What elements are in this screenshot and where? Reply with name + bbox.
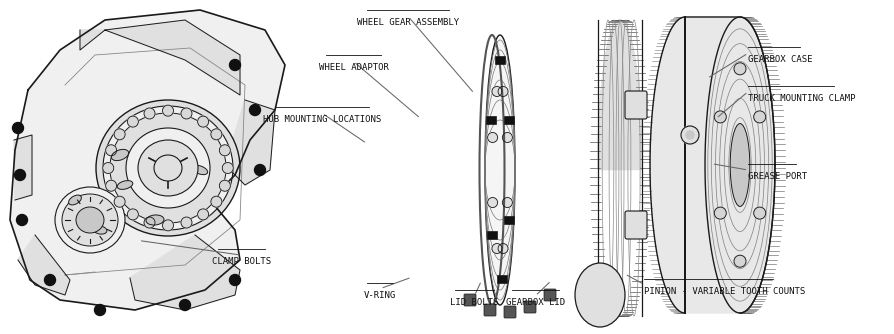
Text: PINION - VARIABLE TOOTH COUNTS: PINION - VARIABLE TOOTH COUNTS	[644, 287, 805, 296]
Circle shape	[685, 131, 693, 139]
FancyBboxPatch shape	[503, 306, 516, 318]
Circle shape	[492, 243, 502, 254]
Text: WHEEL ADAPTOR: WHEEL ADAPTOR	[318, 63, 388, 72]
Ellipse shape	[485, 35, 514, 305]
Circle shape	[219, 180, 230, 191]
Circle shape	[198, 116, 208, 127]
Circle shape	[114, 196, 125, 207]
FancyBboxPatch shape	[463, 294, 476, 306]
Ellipse shape	[574, 263, 624, 327]
Circle shape	[103, 163, 114, 173]
Ellipse shape	[110, 113, 226, 223]
Circle shape	[105, 180, 116, 191]
Ellipse shape	[93, 226, 106, 234]
Circle shape	[487, 197, 497, 207]
Circle shape	[198, 209, 208, 220]
Circle shape	[222, 163, 233, 173]
Text: GREASE PORT: GREASE PORT	[747, 172, 806, 181]
Bar	[486, 231, 496, 239]
Text: TRUCK MOUNTING CLAMP: TRUCK MOUNTING CLAMP	[747, 94, 855, 103]
Circle shape	[229, 59, 240, 70]
Polygon shape	[597, 20, 641, 170]
Text: GEARBOX CASE: GEARBOX CASE	[747, 55, 812, 64]
Ellipse shape	[126, 128, 210, 208]
Bar	[494, 56, 504, 64]
Ellipse shape	[76, 207, 104, 233]
FancyBboxPatch shape	[544, 289, 555, 301]
Circle shape	[497, 87, 508, 97]
Ellipse shape	[117, 181, 132, 189]
Text: LID BOLTS: LID BOLTS	[450, 298, 498, 307]
Circle shape	[753, 111, 765, 123]
Ellipse shape	[138, 140, 198, 196]
Circle shape	[45, 275, 55, 286]
Circle shape	[680, 126, 698, 144]
Circle shape	[502, 197, 512, 207]
Circle shape	[713, 207, 726, 219]
Polygon shape	[10, 10, 284, 310]
Circle shape	[163, 105, 173, 116]
Circle shape	[219, 145, 230, 156]
Circle shape	[502, 133, 512, 143]
Circle shape	[181, 217, 191, 228]
Circle shape	[105, 145, 116, 156]
Circle shape	[16, 214, 28, 225]
Circle shape	[254, 165, 266, 175]
Ellipse shape	[192, 165, 207, 175]
Polygon shape	[649, 17, 774, 313]
Polygon shape	[130, 235, 240, 310]
Bar	[503, 116, 513, 124]
Circle shape	[180, 300, 190, 311]
Text: GEARBOX LID: GEARBOX LID	[505, 298, 564, 307]
Ellipse shape	[96, 100, 240, 236]
Ellipse shape	[62, 194, 118, 246]
FancyBboxPatch shape	[523, 301, 536, 313]
Circle shape	[753, 207, 765, 219]
Circle shape	[492, 87, 502, 97]
Circle shape	[733, 63, 746, 75]
Ellipse shape	[111, 149, 129, 161]
Polygon shape	[80, 20, 240, 95]
Circle shape	[163, 220, 173, 231]
Circle shape	[127, 209, 139, 220]
Circle shape	[497, 243, 508, 254]
Circle shape	[14, 169, 25, 180]
FancyBboxPatch shape	[624, 91, 646, 119]
Bar	[485, 116, 495, 124]
Polygon shape	[14, 135, 32, 200]
FancyBboxPatch shape	[484, 304, 495, 316]
Ellipse shape	[55, 187, 125, 253]
Circle shape	[114, 129, 125, 140]
Circle shape	[95, 305, 105, 316]
Circle shape	[144, 217, 155, 228]
Circle shape	[211, 129, 222, 140]
Ellipse shape	[146, 215, 164, 225]
Text: WHEEL GEAR ASSEMBLY: WHEEL GEAR ASSEMBLY	[357, 18, 459, 27]
Text: V-RING: V-RING	[364, 291, 396, 300]
FancyBboxPatch shape	[624, 211, 646, 239]
Circle shape	[713, 111, 726, 123]
Circle shape	[211, 196, 222, 207]
Circle shape	[229, 275, 240, 286]
Circle shape	[127, 116, 139, 127]
Bar	[496, 275, 506, 283]
Bar	[503, 216, 513, 224]
Text: CLAMP BOLTS: CLAMP BOLTS	[212, 257, 271, 266]
Circle shape	[144, 108, 155, 119]
Polygon shape	[18, 235, 70, 295]
Text: HUB MOUNTING LOCATIONS: HUB MOUNTING LOCATIONS	[263, 115, 381, 124]
Ellipse shape	[730, 124, 749, 206]
Circle shape	[181, 108, 191, 119]
Polygon shape	[224, 100, 274, 185]
Circle shape	[13, 123, 23, 134]
Polygon shape	[704, 17, 774, 313]
Circle shape	[733, 255, 746, 267]
Circle shape	[249, 105, 260, 116]
Ellipse shape	[69, 195, 81, 205]
Ellipse shape	[154, 155, 181, 181]
Ellipse shape	[103, 106, 232, 230]
Circle shape	[487, 133, 497, 143]
